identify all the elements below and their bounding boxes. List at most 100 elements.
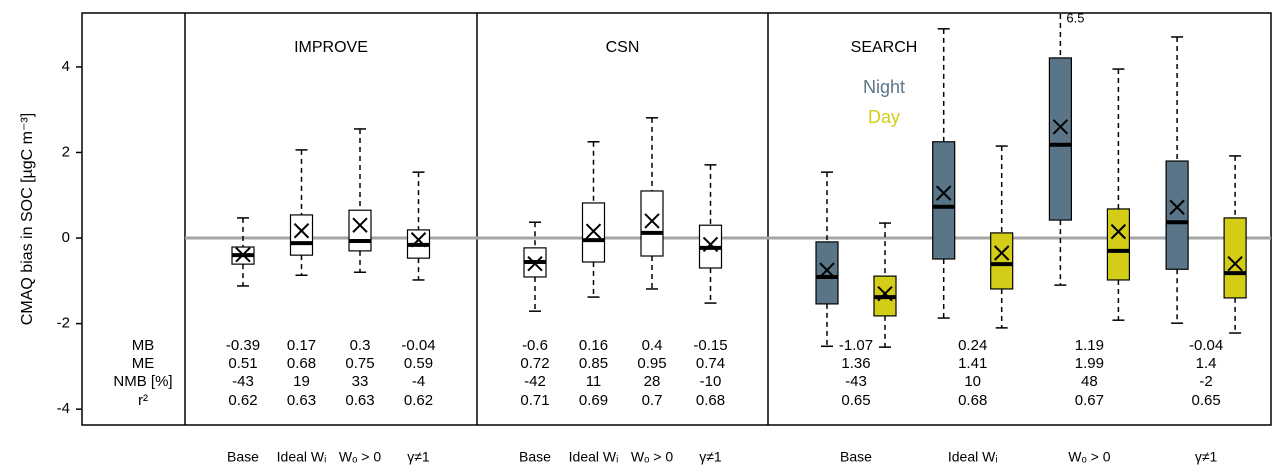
stat-value: 33 <box>352 373 369 390</box>
panel-title: SEARCH <box>851 39 918 56</box>
box-plot <box>1165 36 1189 324</box>
x-tick-label: γ≠1 <box>407 449 430 465</box>
x-tick-label: γ≠1 <box>699 449 722 465</box>
stat-value: 0.75 <box>345 355 374 372</box>
box-plot <box>1048 13 1073 286</box>
x-tick-label: Base <box>227 449 259 465</box>
stat-value: 11 <box>586 373 602 390</box>
stat-value: 10 <box>964 373 981 390</box>
panel-title: CSN <box>606 39 640 56</box>
x-tick-label: Base <box>840 449 872 465</box>
x-tick-label: Wₒ > 0 <box>631 449 673 465</box>
stat-value: -0.04 <box>1189 337 1223 354</box>
mean-marker <box>819 262 835 278</box>
mean-marker <box>527 256 543 272</box>
x-tick-label: γ≠1 <box>1195 449 1218 465</box>
box <box>1165 160 1189 270</box>
box <box>1223 217 1247 299</box>
stat-value: 0.72 <box>520 355 549 372</box>
x-tick-label: Ideal Wᵢ <box>569 449 619 465</box>
plot-frame <box>81 12 1272 426</box>
stat-value: 0.65 <box>841 392 870 409</box>
box-plot <box>815 171 839 348</box>
stat-value: -2 <box>1199 373 1212 390</box>
stat-value: 1.99 <box>1075 355 1104 372</box>
x-tick-label: Ideal Wᵢ <box>277 449 327 465</box>
stat-value: -10 <box>700 373 722 390</box>
stat-name: MB <box>132 337 155 354</box>
x-tick-label: Base <box>519 449 551 465</box>
box-plot <box>932 28 956 319</box>
box-plot <box>348 128 372 274</box>
box-plot <box>873 222 897 348</box>
stat-value: 0.4 <box>642 337 663 354</box>
stat-value: 0.74 <box>696 355 725 372</box>
stat-name: ME <box>132 355 155 372</box>
stat-value: -4 <box>412 373 425 390</box>
box <box>990 232 1014 290</box>
stat-value: 0.16 <box>579 337 608 354</box>
stat-value: 0.68 <box>287 355 316 372</box>
whisker-label: 6.5 <box>1066 10 1084 25</box>
box-plot <box>640 117 664 290</box>
stat-value: -1.07 <box>839 337 873 354</box>
mean-marker <box>1227 256 1243 272</box>
stat-value: -0.04 <box>401 337 435 354</box>
y-tick-label: 4 <box>62 58 70 75</box>
stat-value: 1.4 <box>1196 355 1217 372</box>
stat-value: 19 <box>293 373 310 390</box>
stat-value: 1.41 <box>958 355 987 372</box>
stat-value: 28 <box>644 373 661 390</box>
stat-value: 0.95 <box>637 355 666 372</box>
box <box>815 241 839 305</box>
x-tick-label: Wₒ > 0 <box>1068 449 1110 465</box>
stat-value: 0.85 <box>579 355 608 372</box>
stat-value: 0.62 <box>228 392 257 409</box>
legend-label: Day <box>868 107 900 127</box>
stat-value: 0.63 <box>287 392 316 409</box>
y-tick-label: 2 <box>62 143 70 160</box>
stat-value: 0.62 <box>404 392 433 409</box>
mean-marker <box>410 232 427 248</box>
mean-marker <box>644 213 660 229</box>
stat-value: -43 <box>845 373 867 390</box>
stat-value: 0.68 <box>696 392 725 409</box>
stat-value: -0.15 <box>693 337 727 354</box>
stat-value: -0.6 <box>522 337 548 354</box>
plot-area <box>231 13 1247 348</box>
stat-value: 0.24 <box>958 337 987 354</box>
box-plot <box>289 149 314 277</box>
stat-value: 0.59 <box>404 355 433 372</box>
panel-title: IMPROVE <box>294 39 368 56</box>
box <box>1106 208 1131 281</box>
box-plot <box>1106 68 1131 321</box>
mean-marker <box>352 217 368 233</box>
mean-marker <box>877 285 893 302</box>
mean-marker <box>935 185 952 201</box>
box <box>1048 57 1073 221</box>
mean-marker <box>1169 199 1185 215</box>
stat-value: 0.3 <box>350 337 371 354</box>
stat-value: 48 <box>1081 373 1098 390</box>
x-tick-label: Ideal Wᵢ <box>948 449 998 465</box>
stat-value: 0.7 <box>642 392 663 409</box>
y-tick-label: -4 <box>57 400 70 417</box>
mean-marker <box>993 245 1010 261</box>
box-plot <box>523 221 547 312</box>
stat-value: -0.39 <box>226 337 260 354</box>
stat-value: 0.63 <box>345 392 374 409</box>
box-plot <box>1223 155 1247 334</box>
stat-value: 0.69 <box>579 392 608 409</box>
box <box>932 141 956 260</box>
stat-value: 1.19 <box>1075 337 1104 354</box>
box-plot <box>406 171 431 281</box>
mean-marker <box>702 236 719 253</box>
mean-marker <box>585 223 602 239</box>
box-plot <box>990 145 1014 329</box>
stat-value: 1.36 <box>841 355 870 372</box>
y-tick-label: 0 <box>62 229 70 246</box>
stat-name: NMB [%] <box>113 373 172 390</box>
stat-value: 0.71 <box>520 392 549 409</box>
stat-value: 0.67 <box>1075 392 1104 409</box>
